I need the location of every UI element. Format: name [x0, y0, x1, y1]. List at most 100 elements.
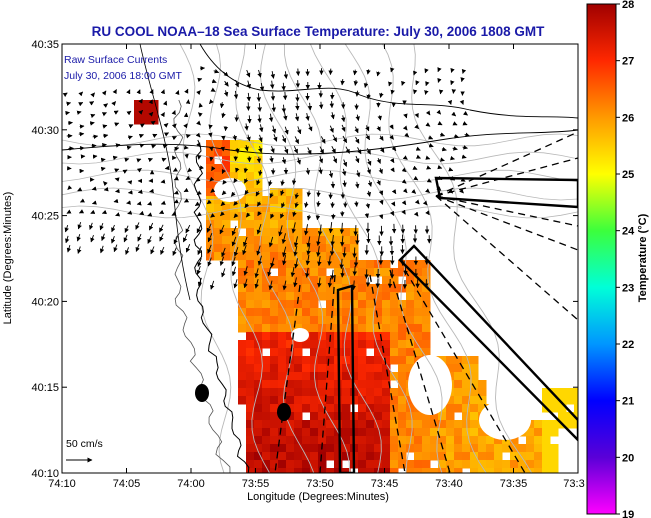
sst-pixel: [342, 380, 351, 389]
sst-pixel: [246, 228, 255, 237]
dashed-line: [369, 274, 406, 473]
current-vector: [363, 82, 369, 88]
colorbar-label: Temperature (°C): [637, 213, 649, 302]
sst-pixel: [350, 300, 359, 309]
current-vector: [412, 165, 418, 170]
y-tick-label: 40:20: [31, 296, 59, 308]
current-vector: [304, 201, 309, 208]
sst-pixel: [270, 324, 279, 333]
current-vector: [425, 155, 431, 160]
sst-pixel: [446, 428, 455, 437]
sst-pixel: [390, 316, 399, 325]
sst-pixel: [286, 252, 295, 261]
sst-pixel: [510, 468, 519, 473]
sst-pixel: [422, 460, 431, 469]
sst-pixel: [462, 436, 471, 445]
sst-pixel: [318, 292, 327, 301]
sst-pixel: [398, 332, 407, 341]
sst-pixel: [350, 356, 359, 365]
current-vector: [220, 211, 225, 217]
current-vector: [62, 92, 68, 98]
current-vector: [196, 142, 201, 148]
current-vector: [233, 90, 239, 99]
sst-pixel: [246, 436, 255, 445]
sst-pixel: [286, 428, 295, 437]
current-vector: [255, 191, 260, 197]
coastline-path: [173, 99, 231, 473]
sst-pixel: [398, 364, 407, 373]
sst-pixel: [406, 324, 415, 333]
sst-pixel: [302, 300, 311, 309]
current-vector: [99, 245, 105, 254]
sst-pixel: [278, 196, 287, 205]
current-vector: [379, 147, 385, 153]
current-vector: [76, 234, 81, 242]
sst-field: [134, 100, 578, 473]
current-vector: [425, 210, 430, 216]
bathymetry-contour: [344, 44, 443, 473]
sst-pixel: [246, 188, 255, 197]
sst-pixel: [470, 444, 479, 453]
sst-pixel: [318, 404, 327, 413]
current-vector: [151, 144, 157, 149]
current-vector: [379, 92, 384, 98]
sst-pixel: [350, 324, 359, 333]
current-vector: [126, 145, 132, 151]
sst-pixel: [374, 372, 383, 381]
sst-pixel: [278, 236, 287, 245]
sst-pixel: [374, 332, 383, 341]
current-vector: [196, 224, 202, 234]
current-vector: [78, 102, 84, 107]
sst-pixel: [342, 236, 351, 245]
dashed-line: [319, 274, 336, 473]
current-vector: [256, 156, 262, 164]
current-vector: [437, 67, 442, 73]
sst-pixel: [358, 436, 367, 445]
sst-pixel: [222, 252, 231, 261]
current-vector: [196, 90, 201, 96]
sst-pixel: [318, 420, 327, 429]
sst-pixel: [462, 356, 471, 365]
sst-pixel: [422, 324, 431, 333]
current-vector: [219, 224, 225, 235]
sst-pixel: [406, 260, 415, 269]
sst-pixel: [406, 268, 415, 277]
current-vector: [221, 247, 226, 258]
sst-pixel: [406, 364, 415, 373]
sst-pixel: [246, 268, 255, 277]
sst-pixel: [390, 276, 399, 285]
sst-pixel: [366, 356, 375, 365]
sst-pixel: [222, 220, 231, 229]
sst-pixel: [302, 236, 311, 245]
current-vector: [281, 82, 286, 91]
sst-pixel: [238, 364, 247, 373]
sst-pixel: [238, 244, 247, 253]
current-vector: [256, 223, 262, 235]
cloud-gap: [408, 355, 452, 415]
current-vector: [65, 235, 70, 244]
current-vector: [282, 255, 287, 266]
x-axis-label: Longitude (Degrees:Minutes): [247, 491, 389, 503]
current-vector: [259, 82, 265, 92]
current-vector: [378, 190, 384, 196]
scale-label: 50 cm/s: [66, 438, 103, 450]
sst-pixel: [366, 380, 375, 389]
sst-pixel: [326, 292, 335, 301]
current-vector: [376, 126, 381, 132]
sst-pixel: [262, 428, 271, 437]
current-vector: [211, 78, 217, 84]
sst-pixel: [326, 388, 335, 397]
sst-pixel: [406, 396, 415, 405]
current-vector: [127, 210, 133, 215]
sst-pixel: [342, 356, 351, 365]
sst-pixel: [470, 468, 479, 473]
sst-pixel: [246, 292, 255, 301]
x-tick-label: 73:50: [306, 478, 334, 490]
sst-pixel: [398, 356, 407, 365]
colorbar-tick-label: 24: [622, 226, 635, 238]
sst-pixel: [374, 364, 383, 373]
sst-pixel: [342, 276, 351, 285]
sst-pixel: [278, 300, 287, 309]
sst-pixel: [318, 284, 327, 293]
sst-pixel: [246, 324, 255, 333]
